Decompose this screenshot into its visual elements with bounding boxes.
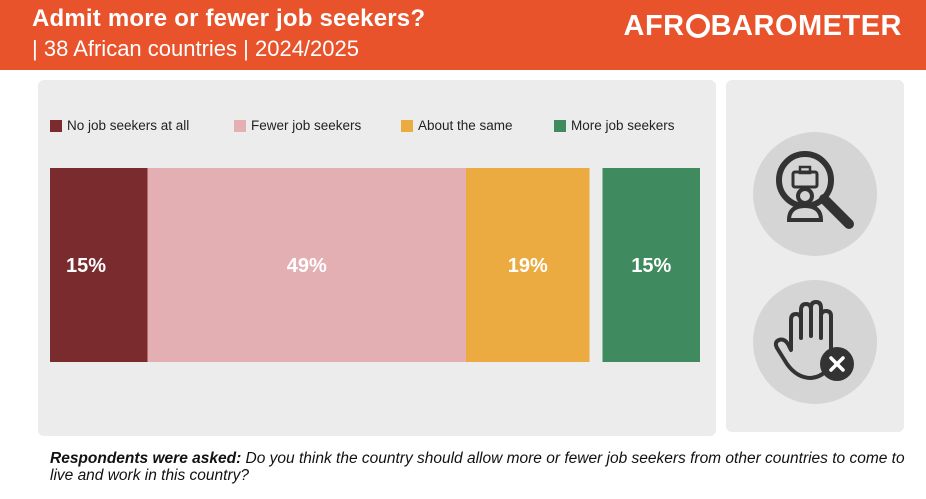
legend-item-fewer: Fewer job seekers [234, 118, 361, 133]
legend-label: More job seekers [571, 118, 675, 133]
page-subtitle: | 38 African countries | 2024/2025 [32, 36, 359, 61]
stop-hand-icon [753, 280, 877, 404]
bar-segment-2 [147, 168, 466, 362]
legend-item-same: About the same [401, 118, 513, 133]
bar-segment-3 [466, 168, 590, 362]
logo-pin-icon [685, 14, 710, 38]
legend-swatch [50, 119, 62, 132]
afrobarometer-logo: AFR BAROMETER [624, 10, 903, 43]
header-bar: Admit more or fewer job seekers? | 38 Af… [0, 0, 926, 70]
legend-swatch [234, 119, 246, 132]
legend-label: About the same [418, 118, 513, 133]
logo-text-part2: BAROMETER [710, 10, 902, 42]
logo-text-part1: AFR [623, 10, 685, 42]
bar-data-label-2: 49% [287, 255, 327, 277]
icon-panel [726, 80, 904, 432]
legend-label: Fewer job seekers [251, 118, 362, 133]
bar-data-label-3: 19% [508, 255, 548, 277]
bar-data-label-1: 15% [66, 255, 106, 277]
bar-data-label-4: 15% [631, 255, 671, 277]
footnote-question: Do you think the country should allow mo… [50, 450, 905, 484]
bar-segment-1 [50, 168, 148, 362]
legend-item-no-job-seekers: No job seekers at all [50, 118, 189, 133]
footnote: Respondents were asked: Do you think the… [50, 450, 910, 484]
job-search-icon [753, 132, 877, 256]
legend-swatch [554, 119, 566, 132]
footnote-lead: Respondents were asked: [50, 450, 242, 467]
legend-label: No job seekers at all [67, 118, 190, 133]
legend-item-more: More job seekers [554, 118, 675, 133]
bar-segment-4 [602, 168, 700, 362]
page-title: Admit more or fewer job seekers? [32, 5, 426, 32]
legend-swatch [401, 119, 413, 132]
